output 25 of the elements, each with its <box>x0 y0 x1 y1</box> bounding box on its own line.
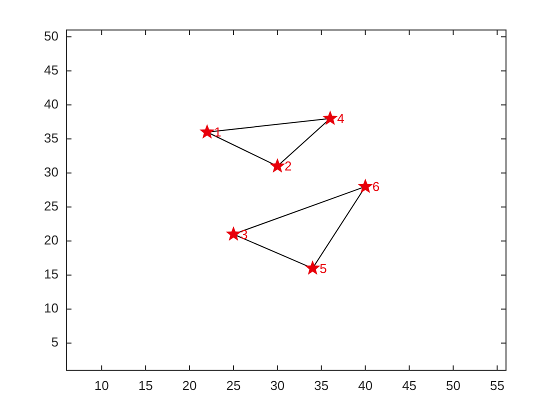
y-tick-label: 25 <box>44 198 58 214</box>
y-tick-label: 50 <box>44 28 58 44</box>
x-tick-label: 25 <box>226 378 241 393</box>
y-tick-label: 15 <box>44 266 58 282</box>
x-tick-label: 40 <box>358 378 373 393</box>
y-tick-label: 40 <box>44 96 58 112</box>
x-tick-label: 10 <box>94 378 109 393</box>
annotation: 3 <box>240 226 248 242</box>
annotation: 5 <box>320 260 327 276</box>
x-tick-label: 55 <box>490 378 504 393</box>
x-tick-label: 50 <box>446 378 460 393</box>
y-tick-label: 5 <box>51 334 58 350</box>
annotation: 4 <box>337 111 344 126</box>
annotation: 6 <box>372 179 380 194</box>
x-tick-label: 45 <box>402 378 417 393</box>
y-tick-label: 10 <box>44 300 58 316</box>
x-tick-label: 35 <box>314 378 329 393</box>
y-tick-label: 30 <box>44 164 58 180</box>
x-tick-label: 15 <box>138 378 153 393</box>
annotation: 2 <box>284 158 292 174</box>
y-tick-label: 35 <box>44 130 58 146</box>
y-tick-label: 45 <box>44 62 58 78</box>
x-tick-label: 20 <box>182 378 197 393</box>
x-tick-label: 30 <box>270 378 285 393</box>
y-tick-label: 20 <box>44 232 58 248</box>
